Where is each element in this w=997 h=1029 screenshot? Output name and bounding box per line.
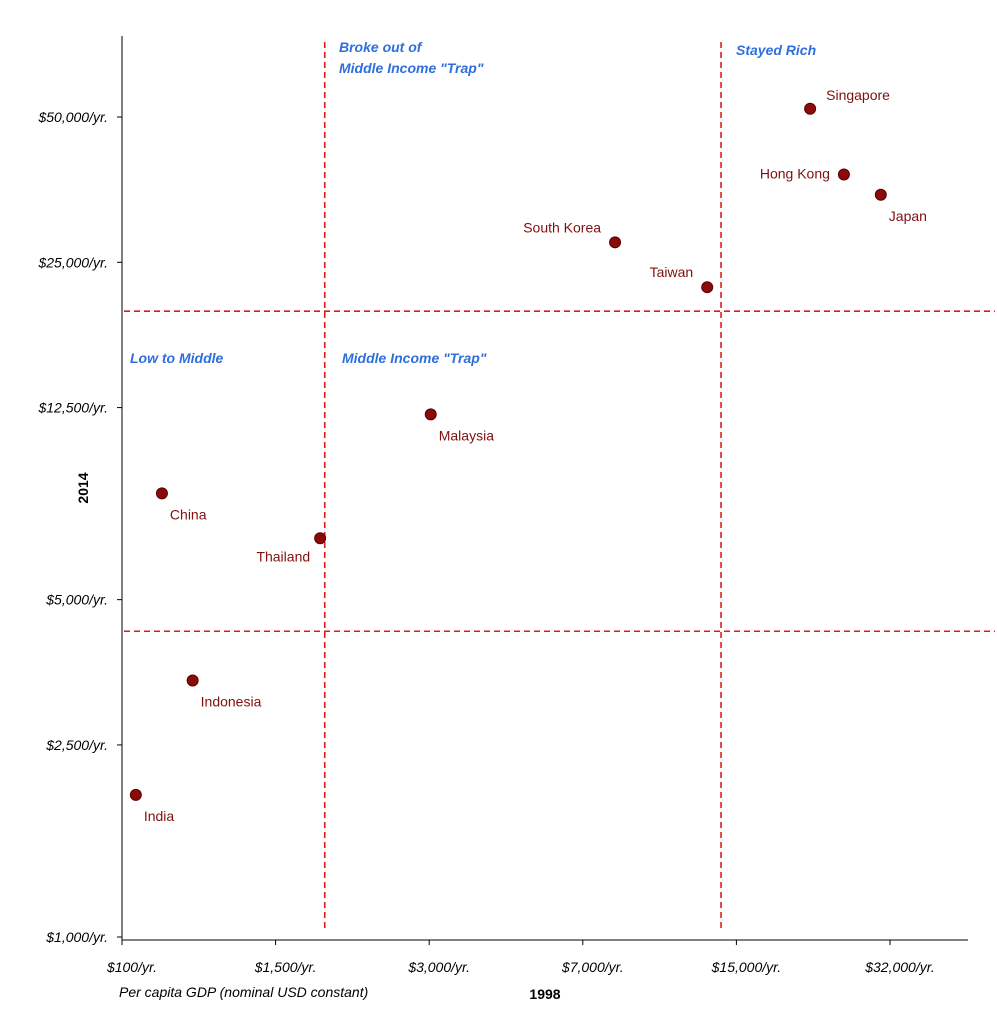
x-tick-label: $15,000/yr. <box>711 959 782 975</box>
quadrant-label-line: Stayed Rich <box>736 42 816 58</box>
quadrant-label-line: Low to Middle <box>130 350 224 366</box>
x-tick-label: $32,000/yr. <box>864 959 935 975</box>
data-label-malaysia: Malaysia <box>439 427 494 443</box>
data-label-south-korea: South Korea <box>523 219 601 235</box>
x-axis-note: Per capita GDP (nominal USD constant) <box>119 984 368 1000</box>
data-label-taiwan: Taiwan <box>650 264 694 280</box>
y-tick-label: $12,500/yr. <box>37 400 108 416</box>
x-tick-label: $7,000/yr. <box>561 959 624 975</box>
x-tick-label: $1,500/yr. <box>254 959 317 975</box>
data-label-hong-kong: Hong Kong <box>760 166 830 182</box>
data-point-south-korea <box>609 236 622 249</box>
data-points: Singapore Hong Kong Japan South Korea Taiwan… <box>129 87 927 824</box>
y-tick-label: $2,500/yr. <box>45 737 108 753</box>
data-point-taiwan <box>701 281 714 294</box>
quadrant-label-broke-out: Broke out of Middle Income "Trap" <box>339 39 484 76</box>
data-point-thailand <box>314 532 327 545</box>
data-label-indonesia: Indonesia <box>201 693 262 709</box>
y-tick-label: $50,000/yr. <box>37 109 108 125</box>
data-label-thailand: Thailand <box>256 548 310 564</box>
y-tick-label: $1,000/yr. <box>45 929 108 945</box>
x-tick-label: $100/yr. <box>106 959 157 975</box>
x-axis-title: 1998 <box>529 986 560 1002</box>
quadrant-label-line: Middle Income "Trap" <box>342 350 487 366</box>
axes <box>121 36 968 941</box>
quadrant-label-stayed-rich: Stayed Rich <box>736 42 816 58</box>
data-point-hong-kong <box>837 168 850 181</box>
y-tick-label: $25,000/yr. <box>37 254 108 270</box>
data-point-malaysia <box>424 408 437 421</box>
data-point-japan <box>874 188 887 201</box>
quadrant-label-line: Middle Income "Trap" <box>339 60 484 76</box>
y-axis-title: 2014 <box>75 472 91 503</box>
data-label-india: India <box>144 808 175 824</box>
x-tick-label: $3,000/yr. <box>407 959 470 975</box>
data-point-india <box>129 788 142 801</box>
data-label-china: China <box>170 506 207 522</box>
y-axis-ticks: $1,000/yr. $2,500/yr. $5,000/yr. $12,500/yr… <box>37 109 122 945</box>
x-axis-ticks: $100/yr. $1,500/yr. $3,000/yr. $7,000/yr. $1… <box>106 940 935 975</box>
quadrant-label-middle-trap: Middle Income "Trap" <box>342 350 487 366</box>
data-point-indonesia <box>186 674 199 687</box>
data-label-singapore: Singapore <box>826 87 890 103</box>
y-tick-label: $5,000/yr. <box>45 592 108 608</box>
threshold-lines <box>124 42 995 932</box>
data-label-japan: Japan <box>889 208 927 224</box>
data-point-singapore <box>804 102 817 115</box>
quadrant-label-line: Broke out of <box>339 39 423 55</box>
quadrant-labels: Stayed Rich Broke out of Middle Income "Tr… <box>130 39 816 366</box>
quadrant-label-low-to-middle: Low to Middle <box>130 350 224 366</box>
data-point-china <box>155 487 168 500</box>
